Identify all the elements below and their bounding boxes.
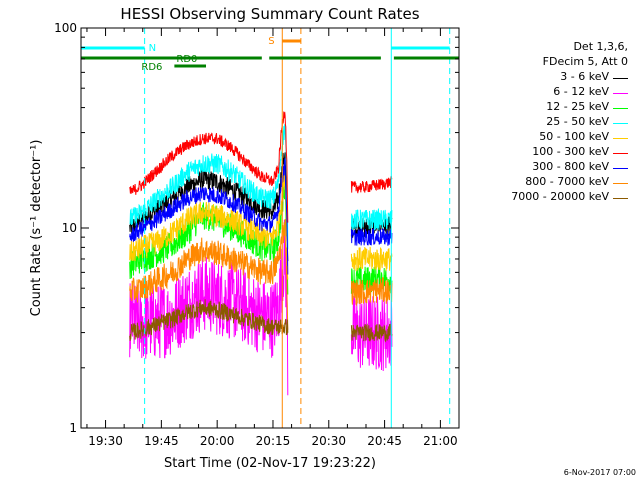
x-tick-label: 20:00 (200, 434, 235, 448)
footer-timestamp: 6-Nov-2017 07:00 (564, 468, 636, 477)
y-tick-label: 100 (54, 21, 77, 35)
y-axis-label: Count Rate (s⁻¹ detector⁻¹) (29, 140, 44, 317)
legend-item-label: 12 - 25 keV (546, 100, 609, 113)
legend-item-label: 800 - 7000 keV (525, 175, 609, 188)
legend-item-swatch (613, 138, 628, 139)
night-label: N (149, 43, 156, 54)
legend-item-label: 300 - 800 keV (532, 160, 609, 173)
rd6-label: RD6 (141, 62, 162, 73)
x-tick-label: 20:30 (311, 434, 346, 448)
legend-item-swatch (613, 183, 628, 184)
legend-item-swatch (613, 198, 628, 199)
legend-item-label: 3 - 6 keV (560, 70, 609, 83)
series-line (129, 111, 393, 223)
saa-label: S (268, 36, 274, 47)
series-line (129, 158, 393, 275)
legend-item-swatch (613, 108, 628, 109)
chart-title: HESSI Observing Summary Count Rates (120, 5, 419, 23)
legend-item-label: 100 - 300 keV (532, 145, 609, 158)
legend-header-line-2: FDecim 5, Att 0 (542, 55, 628, 68)
x-tick-label: 20:45 (367, 434, 402, 448)
x-axis-label: Start Time (02-Nov-17 19:23:22) (164, 456, 376, 471)
legend-item-label: 50 - 100 keV (539, 130, 609, 143)
x-tick-label: 20:15 (256, 434, 291, 448)
x-tick-label: 19:45 (144, 434, 179, 448)
legend-item-swatch (613, 78, 628, 79)
axes-layer: 1 10 100 19:30 19:45 20:00 20:15 20:30 20:45 21:0… (54, 21, 459, 448)
legend-item-label: 7000 - 20000 keV (511, 190, 609, 203)
x-tick-label: 19:30 (88, 434, 123, 448)
legend-item-label: 6 - 12 keV (553, 85, 609, 98)
series-layer (129, 111, 393, 396)
y-tick-label: 1 (69, 421, 77, 435)
y-tick-label: 10 (62, 221, 77, 235)
legend-item-label: 25 - 50 keV (546, 115, 609, 128)
series-line (129, 299, 393, 343)
series-line (129, 124, 393, 250)
legend-item-swatch (613, 153, 628, 154)
legend-item-swatch (613, 123, 628, 124)
rd0-label: RD0 (176, 54, 197, 65)
x-tick-label: 21:00 (423, 434, 458, 448)
legend-item-swatch (613, 168, 628, 169)
legend-item-swatch (613, 93, 628, 94)
legend-header-line-1: Det 1,3,6, (573, 40, 628, 53)
series-line (129, 218, 393, 330)
